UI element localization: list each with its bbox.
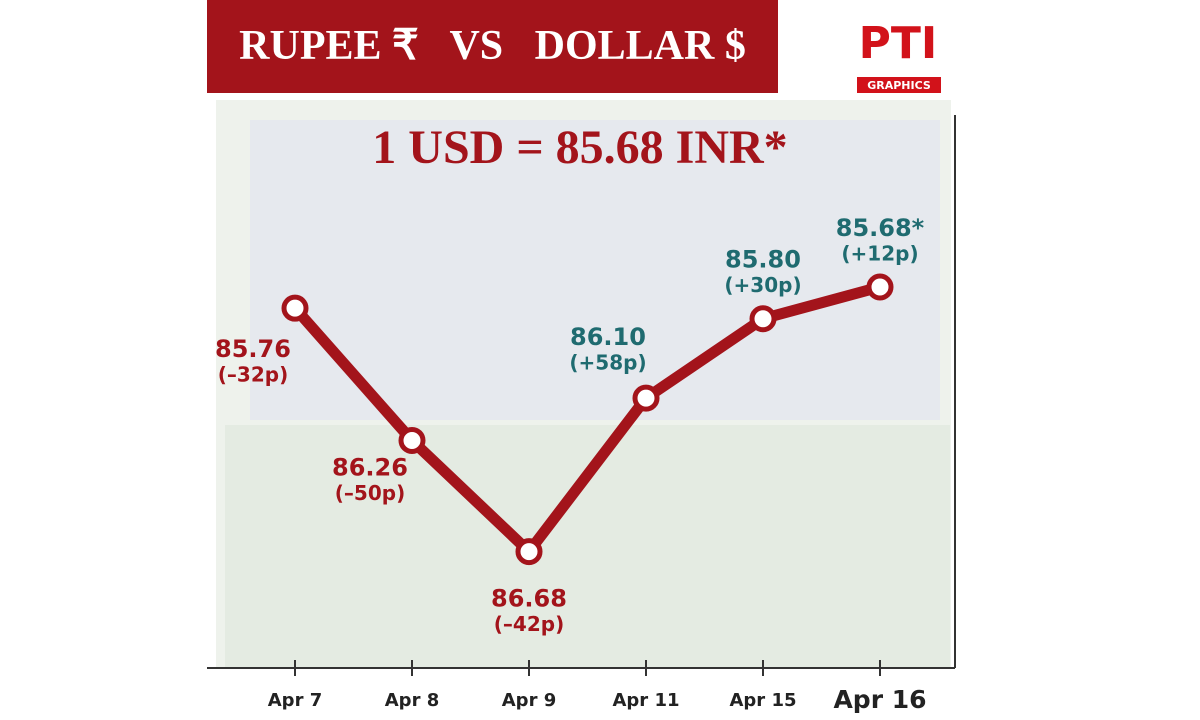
- value-label: 86.10: [570, 323, 646, 351]
- change-label: (+12p): [841, 241, 918, 265]
- change-label: (–32p): [218, 363, 288, 387]
- value-label: 86.68: [491, 585, 567, 613]
- x-tick-label: Apr 15: [729, 690, 796, 711]
- change-label: (+58p): [569, 351, 646, 375]
- logo-box: [855, 18, 941, 76]
- x-tick-label: Apr 16: [833, 685, 926, 714]
- rupee-note: [250, 120, 940, 420]
- logo-subtext: GRAPHICS: [867, 79, 931, 92]
- point: [632, 384, 660, 412]
- chart-title: RUPEE ₹ VS DOLLAR $: [207, 0, 778, 93]
- point: [515, 538, 543, 566]
- dollar-note: [225, 425, 950, 668]
- x-tick-label: Apr 8: [385, 690, 439, 711]
- point: [398, 426, 426, 454]
- point: [281, 294, 309, 322]
- x-tick-label: Apr 9: [502, 690, 556, 711]
- subtitle: 1 USD = 85.68 INR*: [372, 121, 787, 174]
- value-label: 85.76: [215, 335, 291, 363]
- point: [866, 273, 894, 301]
- logo-band: [857, 77, 941, 93]
- x-tick-label: Apr 7: [268, 690, 322, 711]
- change-label: (–50p): [335, 481, 405, 505]
- value-label: 85.80: [725, 246, 801, 274]
- logo: PTI: [859, 18, 938, 69]
- point: [749, 305, 777, 333]
- value-label: 86.26: [332, 453, 408, 481]
- x-tick-label: Apr 11: [612, 690, 679, 711]
- change-label: (–42p): [494, 612, 564, 636]
- value-label: 85.68*: [836, 214, 925, 242]
- line: [290, 281, 882, 558]
- change-label: (+30p): [724, 273, 801, 297]
